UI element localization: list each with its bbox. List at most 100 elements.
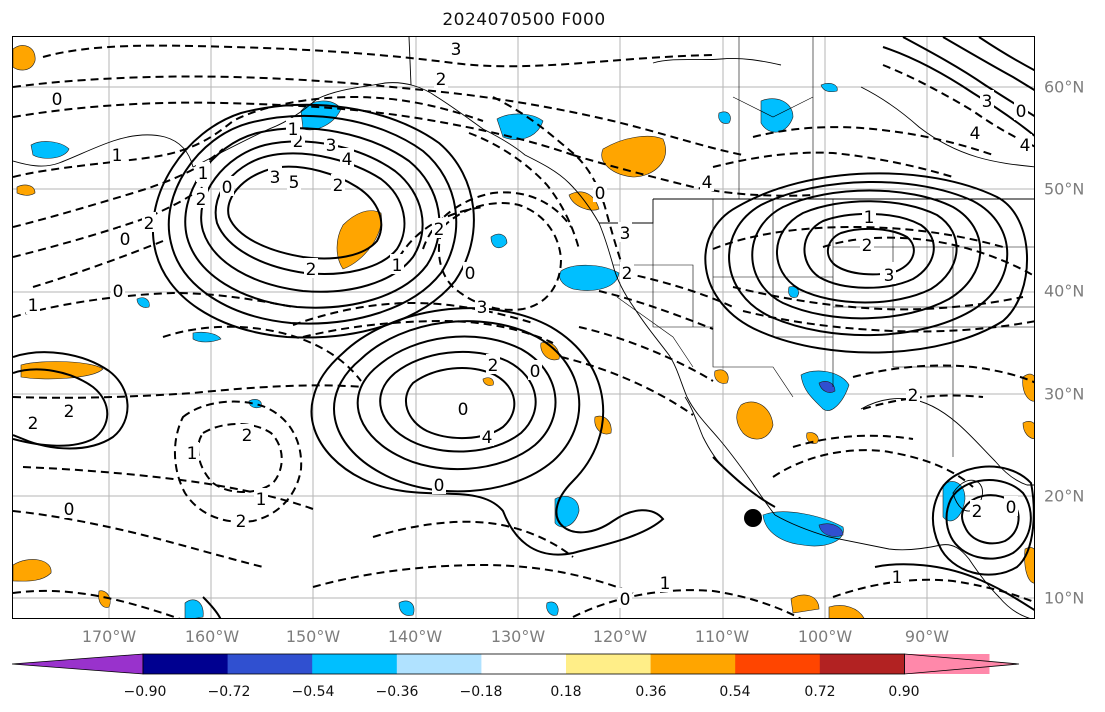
contour-label-bg bbox=[432, 474, 446, 494]
contour-label: 2 bbox=[196, 190, 207, 210]
colorbar-tick: −0.72 bbox=[207, 684, 251, 700]
contour-label: 3 bbox=[451, 40, 462, 60]
lat-label-20n: 20°N bbox=[1044, 486, 1085, 506]
lon-label-130w: 130°W bbox=[490, 627, 546, 646]
contour-label-bg bbox=[304, 258, 318, 278]
contour-label: 3 bbox=[326, 136, 337, 156]
contour-label: 1 bbox=[198, 164, 209, 184]
contour-label-bg bbox=[862, 206, 876, 226]
contour-label-bg bbox=[463, 262, 477, 282]
patch-orange bbox=[828, 605, 865, 618]
lon-label-110w: 110°W bbox=[694, 627, 750, 646]
contour-label-bg bbox=[618, 588, 632, 608]
contour-label-bg bbox=[1018, 134, 1032, 154]
contour-label: 4 bbox=[702, 173, 713, 193]
lon-label-140w: 140°W bbox=[387, 627, 443, 646]
contour-label: 1 bbox=[28, 296, 39, 316]
contour-label: 2 bbox=[236, 512, 247, 532]
contour-label: 0 bbox=[620, 590, 631, 610]
map-canvas: 3223123450201203020434132340222120120101… bbox=[13, 37, 1034, 618]
lat-label-60n: 60°N bbox=[1044, 77, 1085, 97]
contour-label: 1 bbox=[660, 574, 671, 594]
contour-label: 0 bbox=[52, 90, 63, 110]
patch-cyan bbox=[30, 141, 70, 159]
contour-label-bg bbox=[340, 148, 354, 168]
contour-label-bg bbox=[185, 442, 199, 462]
patch-cyan bbox=[136, 297, 150, 308]
contour-label: 0 bbox=[434, 476, 445, 496]
colorbar-bin bbox=[481, 654, 567, 674]
colorbar-bin bbox=[735, 654, 821, 674]
contour-label: 0 bbox=[1006, 498, 1017, 518]
contour-label: 2 bbox=[488, 356, 499, 376]
colorbar-tick: −0.54 bbox=[291, 684, 335, 700]
patch-cyan bbox=[192, 331, 222, 343]
patch-orange bbox=[714, 369, 729, 384]
contour-label: 3 bbox=[620, 224, 631, 244]
colorbar-frame bbox=[142, 653, 905, 675]
patch-orange bbox=[13, 45, 36, 71]
contour-label: 4 bbox=[970, 124, 981, 144]
contour-label-bg bbox=[970, 500, 984, 520]
colorbar-tick: 0.72 bbox=[804, 684, 836, 700]
contour-label-bg bbox=[331, 174, 345, 194]
contour-label-bg bbox=[486, 354, 500, 374]
contour-labels: 3223123450201203020434132340222120120101… bbox=[26, 38, 1032, 610]
colorbar-extend-under bbox=[12, 653, 144, 675]
colorbar-bin bbox=[312, 654, 398, 674]
colorbar-bin bbox=[819, 654, 905, 674]
contour-label: 0 bbox=[465, 264, 476, 284]
contour-label-bg bbox=[196, 162, 210, 182]
colorbar-bin bbox=[396, 654, 482, 674]
shaded-patches bbox=[13, 45, 1034, 618]
patch-orange bbox=[1022, 373, 1034, 402]
solid-contours bbox=[13, 37, 1034, 618]
patch-cyan bbox=[546, 601, 559, 616]
patch-cyan bbox=[762, 511, 844, 547]
colorbar-tick: 0.54 bbox=[719, 684, 751, 700]
colorbar-tick: 0.90 bbox=[888, 684, 920, 700]
colorbar-tick: −0.90 bbox=[123, 684, 167, 700]
colorbar-tick: −0.36 bbox=[375, 684, 419, 700]
contour-label: 0 bbox=[64, 500, 75, 520]
contour-label-bg bbox=[26, 294, 40, 314]
contour-label-bg bbox=[658, 572, 672, 592]
contour-label: 2 bbox=[28, 414, 39, 434]
colorbar-tick: 0.36 bbox=[635, 684, 667, 700]
contour-label: 3 bbox=[982, 92, 993, 112]
contour-label-bg bbox=[890, 566, 904, 586]
contour-label-bg bbox=[980, 90, 994, 110]
contour-label-bg bbox=[286, 118, 300, 138]
patch-orange bbox=[20, 361, 104, 380]
contour-label: 4 bbox=[342, 150, 353, 170]
patch-orange bbox=[736, 401, 774, 440]
contour-label-bg bbox=[50, 88, 64, 108]
lat-label-30n: 30°N bbox=[1044, 384, 1085, 404]
map-panel: 3223123450201203020434132340222120120101… bbox=[12, 36, 1035, 619]
contour-label: 2 bbox=[242, 426, 253, 446]
contour-label-bg bbox=[449, 38, 463, 58]
contour-label: 2 bbox=[862, 236, 873, 256]
contour-label: 2 bbox=[144, 214, 155, 234]
contour-label: 0 bbox=[222, 178, 233, 198]
contour-label: 2 bbox=[972, 502, 983, 522]
contour-label: 2 bbox=[622, 264, 633, 284]
contour-label-bg bbox=[434, 68, 448, 88]
colorbar-bin bbox=[143, 654, 229, 674]
contour-label-bg bbox=[324, 134, 338, 154]
patch-cyan bbox=[718, 111, 731, 124]
contour-label-bg bbox=[62, 498, 76, 518]
lat-label-50n: 50°N bbox=[1044, 179, 1085, 199]
contour-label: 0 bbox=[458, 400, 469, 420]
contour-label-bg bbox=[620, 262, 634, 282]
contour-label-bg bbox=[906, 384, 920, 404]
patch-cyan bbox=[820, 83, 838, 93]
patch-cyan bbox=[942, 481, 966, 522]
contour-label-bg bbox=[142, 212, 156, 232]
contour-label-bg bbox=[882, 264, 896, 284]
contour-label-bg bbox=[118, 228, 132, 248]
contour-label: 3 bbox=[270, 168, 281, 188]
patch-orange bbox=[568, 191, 600, 211]
contour-label: 5 bbox=[289, 173, 300, 193]
contour-label-bg bbox=[268, 166, 282, 186]
